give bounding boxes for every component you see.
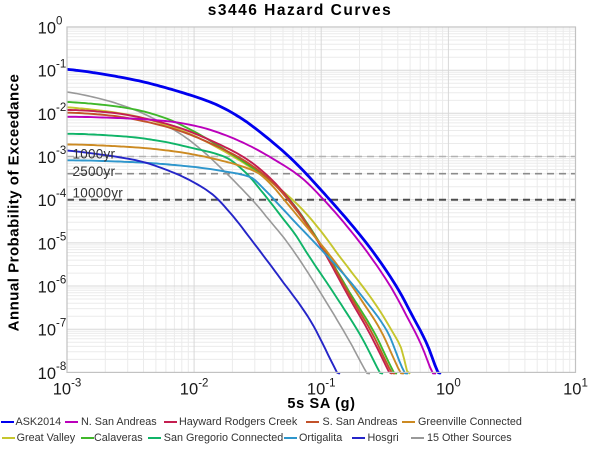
svg-text:0: 0 xyxy=(56,16,62,28)
svg-text:0: 0 xyxy=(454,378,460,390)
svg-text:10: 10 xyxy=(38,365,56,383)
svg-text:-5: -5 xyxy=(56,231,66,243)
svg-text:-8: -8 xyxy=(56,361,66,373)
svg-text:10: 10 xyxy=(38,20,56,38)
svg-text:-2: -2 xyxy=(198,378,208,390)
svg-text:10: 10 xyxy=(38,149,56,167)
svg-text:-2: -2 xyxy=(56,102,66,114)
svg-text:10: 10 xyxy=(38,322,56,340)
svg-text:10: 10 xyxy=(436,381,454,399)
svg-text:10: 10 xyxy=(53,381,71,399)
svg-text:-6: -6 xyxy=(56,275,66,287)
svg-text:-7: -7 xyxy=(56,318,66,330)
svg-text:10: 10 xyxy=(38,106,56,124)
svg-text:10: 10 xyxy=(563,381,581,399)
svg-text:-3: -3 xyxy=(56,145,66,157)
svg-text:10: 10 xyxy=(38,279,56,297)
svg-text:10: 10 xyxy=(180,381,198,399)
svg-text:10: 10 xyxy=(307,381,325,399)
svg-text:-4: -4 xyxy=(56,188,67,200)
svg-text:-1: -1 xyxy=(325,378,335,390)
svg-text:-3: -3 xyxy=(71,378,81,390)
svg-text:10: 10 xyxy=(38,235,56,253)
svg-text:10: 10 xyxy=(38,63,56,81)
svg-text:10000yr: 10000yr xyxy=(73,186,124,201)
svg-text:-1: -1 xyxy=(56,59,66,71)
svg-text:2500yr: 2500yr xyxy=(73,164,116,179)
svg-text:1: 1 xyxy=(582,378,588,390)
svg-text:10: 10 xyxy=(38,192,56,210)
svg-text:1000yr: 1000yr xyxy=(73,147,116,162)
